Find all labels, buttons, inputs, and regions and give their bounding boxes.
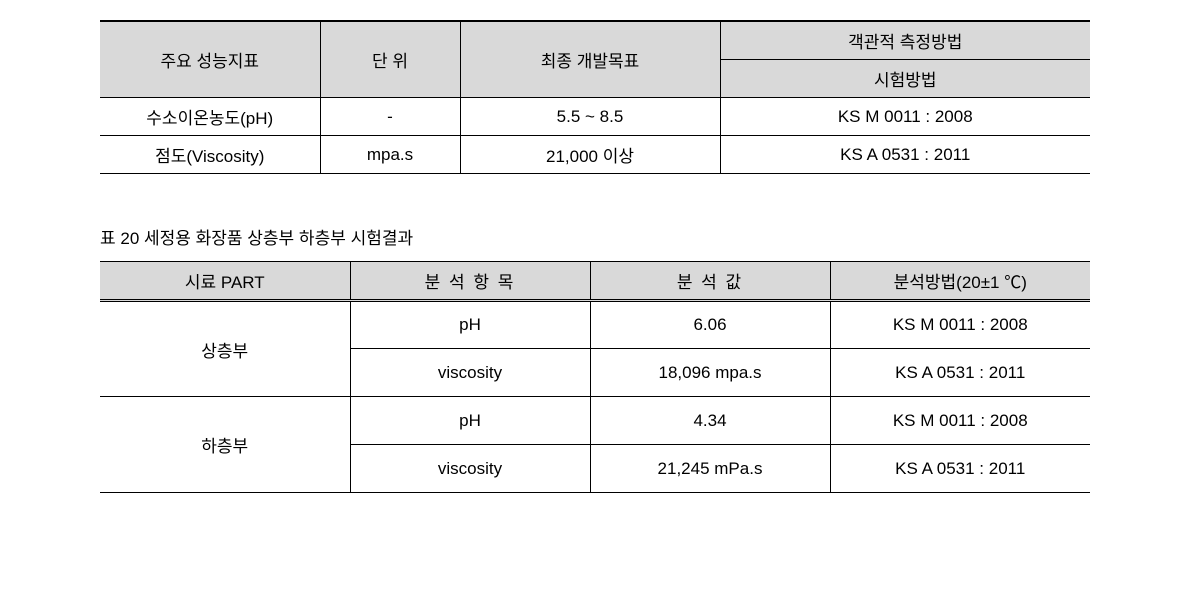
t1-cell: 점도(Viscosity) [100, 136, 320, 174]
t2-cell: pH [350, 301, 590, 349]
t1-cell: KS A 0531 : 2011 [720, 136, 1090, 174]
t1-header-target: 최종 개발목표 [460, 21, 720, 98]
t2-cell: pH [350, 397, 590, 445]
table-performance-targets: 주요 성능지표 단 위 최종 개발목표 객관적 측정방법 시험방법 수소이온농도… [100, 20, 1090, 174]
t1-cell: 21,000 이상 [460, 136, 720, 174]
t2-cell: KS A 0531 : 2011 [830, 349, 1090, 397]
t1-header-objective-method: 객관적 측정방법 [720, 21, 1090, 60]
table-row: 하층부 pH 4.34 KS M 0011 : 2008 [100, 397, 1090, 445]
t2-part-cell: 하층부 [100, 397, 350, 493]
t2-cell: viscosity [350, 349, 590, 397]
t2-cell: 6.06 [590, 301, 830, 349]
t1-header-indicator: 주요 성능지표 [100, 21, 320, 98]
table-row: 수소이온농도(pH) - 5.5 ~ 8.5 KS M 0011 : 2008 [100, 98, 1090, 136]
t2-cell: KS M 0011 : 2008 [830, 301, 1090, 349]
t2-cell: 21,245 mPa.s [590, 445, 830, 493]
table-caption: 표 20 세정용 화장품 상층부 하층부 시험결과 [100, 224, 1090, 249]
t1-cell: - [320, 98, 460, 136]
table-row: 점도(Viscosity) mpa.s 21,000 이상 KS A 0531 … [100, 136, 1090, 174]
t2-header-item: 분 석 항 목 [350, 262, 590, 301]
t2-header-value: 분 석 값 [590, 262, 830, 301]
t2-cell: KS A 0531 : 2011 [830, 445, 1090, 493]
t1-cell: 수소이온농도(pH) [100, 98, 320, 136]
t1-cell: mpa.s [320, 136, 460, 174]
t2-part-cell: 상층부 [100, 301, 350, 397]
table-test-results: 시료 PART 분 석 항 목 분 석 값 분석방법(20±1 ℃) 상층부 p… [100, 261, 1090, 493]
t2-cell: 18,096 mpa.s [590, 349, 830, 397]
t1-cell: 5.5 ~ 8.5 [460, 98, 720, 136]
t2-cell: 4.34 [590, 397, 830, 445]
table-row: 상층부 pH 6.06 KS M 0011 : 2008 [100, 301, 1090, 349]
t2-cell: KS M 0011 : 2008 [830, 397, 1090, 445]
t2-cell: viscosity [350, 445, 590, 493]
t2-header-part: 시료 PART [100, 262, 350, 301]
t1-header-test-method: 시험방법 [720, 60, 1090, 98]
t1-header-unit: 단 위 [320, 21, 460, 98]
t1-cell: KS M 0011 : 2008 [720, 98, 1090, 136]
t2-header-method: 분석방법(20±1 ℃) [830, 262, 1090, 301]
